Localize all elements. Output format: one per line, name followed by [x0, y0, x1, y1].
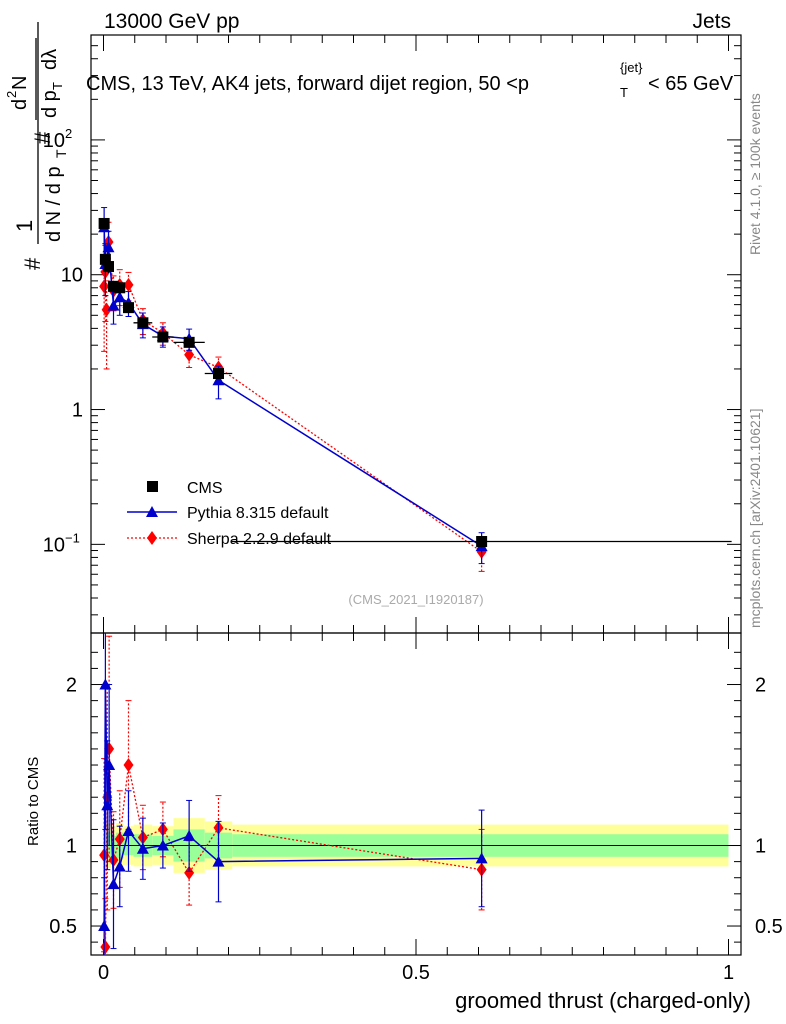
ratio-panel-data: [98, 633, 488, 955]
pythia-ratio-point: [113, 860, 126, 872]
ratio-y-tick-label-right: 0.5: [755, 916, 783, 938]
svg-text:d N / d p: d N / d p: [43, 166, 65, 242]
svg-text:d: d: [9, 99, 31, 110]
main-panel-data: [98, 207, 732, 572]
pythia-point: [102, 241, 115, 253]
pythia-point: [212, 374, 225, 386]
sherpa-line: [103, 241, 482, 553]
cms-point: [114, 282, 126, 294]
ratio-y-tick-label: 2: [66, 675, 77, 697]
svg-text:T: T: [50, 82, 65, 90]
pythia-ratio-point: [156, 839, 169, 851]
main-y-tick-label: 10: [43, 534, 65, 556]
main-y-axis-label: # 1 d N / d p T # d 2 N d p T dλ: [4, 22, 69, 270]
svg-text:dλ: dλ: [39, 49, 61, 70]
main-y-tick-exponent: 2: [65, 126, 72, 141]
pythia-ratio-point: [99, 678, 112, 690]
legend-label-cms: CMS: [187, 480, 223, 497]
ratio-y-tick-label: 0.5: [49, 916, 77, 938]
ratio-y-tick-label-right: 1: [755, 836, 766, 858]
main-y-tick-label: 10: [61, 265, 83, 287]
svg-text:#: #: [30, 131, 55, 144]
main-y-tick-label: 10: [43, 130, 65, 152]
cms-point: [98, 217, 110, 229]
cms-point: [99, 253, 111, 265]
cms-point: [476, 535, 488, 547]
pythia-ratio-point: [183, 829, 196, 841]
legend-label-pythia: Pythia 8.315 default: [187, 505, 329, 522]
cms-point: [183, 336, 195, 348]
pythia-ratio-point: [475, 852, 488, 864]
svg-text:CMS, 13 TeV, AK4 jets, forward: CMS, 13 TeV, AK4 jets, forward dijet reg…: [86, 73, 529, 95]
pythia-ratio-point: [122, 825, 135, 837]
header-category-label: Jets: [692, 10, 731, 33]
svg-text:< 65 GeV: < 65 GeV: [648, 73, 734, 95]
sherpa-ratio-point: [123, 758, 134, 773]
svg-text:T: T: [620, 85, 628, 100]
svg-text:2: 2: [4, 91, 19, 98]
ratio-y-tick-label-right: 2: [755, 675, 766, 697]
sherpa-point: [123, 277, 134, 292]
pythia-point: [107, 299, 120, 311]
legend-label-sherpa: Sherpa 2.2.9 default: [187, 531, 332, 548]
pythia-line: [103, 227, 483, 547]
pythia-point: [113, 291, 126, 303]
cms-point: [108, 280, 119, 292]
ratio-y-tick-label: 1: [66, 836, 77, 858]
analysis-watermark: (CMS_2021_I1920187): [348, 592, 483, 607]
cms-point: [213, 368, 224, 380]
sherpa-point: [99, 279, 110, 294]
x-axis-label: groomed thrust (charged-only): [455, 988, 751, 1013]
svg-text:T: T: [53, 149, 69, 158]
header-energy-label: 13000 GeV pp: [104, 10, 239, 33]
pythia-ratio-point: [107, 878, 120, 890]
sherpa-ratio-point: [184, 865, 195, 880]
mcplots-label: mcplots.cern.ch [arXiv:2401.10621]: [747, 409, 763, 628]
cms-point: [123, 302, 134, 314]
sherpa-point: [184, 347, 195, 362]
main-y-tick-exponent: −1: [65, 530, 80, 545]
legend-marker-cms: [147, 481, 158, 492]
legend-marker-pythia: [146, 506, 158, 517]
ratio-uncertainty-bands: [91, 818, 741, 873]
main-y-tick-label: 1: [72, 400, 83, 422]
legend: CMS Pythia 8.315 default Sherpa 2.2.9 de…: [127, 480, 332, 548]
pythia-ratio-point: [103, 759, 116, 771]
cms-point: [157, 331, 169, 343]
pythia-ratio-point: [98, 920, 111, 932]
x-tick-label: 0.5: [402, 962, 430, 984]
x-tick-label: 0: [98, 962, 109, 984]
sherpa-ratio-point: [100, 939, 111, 954]
ratio-y-axis-label: Ratio to CMS: [25, 757, 42, 846]
svg-text:1: 1: [12, 220, 37, 232]
pythia-ratio-point: [136, 842, 149, 854]
svg-text:N: N: [9, 76, 31, 90]
svg-text:{jet}: {jet}: [620, 60, 643, 75]
pythia-ratio-point: [101, 799, 114, 811]
pythia-ratio-line: [103, 684, 482, 927]
cms-point: [137, 317, 149, 329]
ratio-panel-frame: [90, 632, 742, 956]
rivet-version-label: Rivet 4.1.0, ≥ 100k events: [747, 93, 763, 255]
svg-text:d p: d p: [39, 90, 61, 118]
svg-text:#: #: [20, 257, 45, 270]
sherpa-point: [101, 302, 112, 317]
x-tick-label: 1: [723, 962, 734, 984]
cms-point: [103, 261, 114, 273]
pythia-ratio-point: [212, 855, 225, 867]
legend-marker-sherpa: [147, 531, 157, 545]
plot-title: CMS, 13 TeV, AK4 jets, forward dijet reg…: [86, 60, 734, 100]
